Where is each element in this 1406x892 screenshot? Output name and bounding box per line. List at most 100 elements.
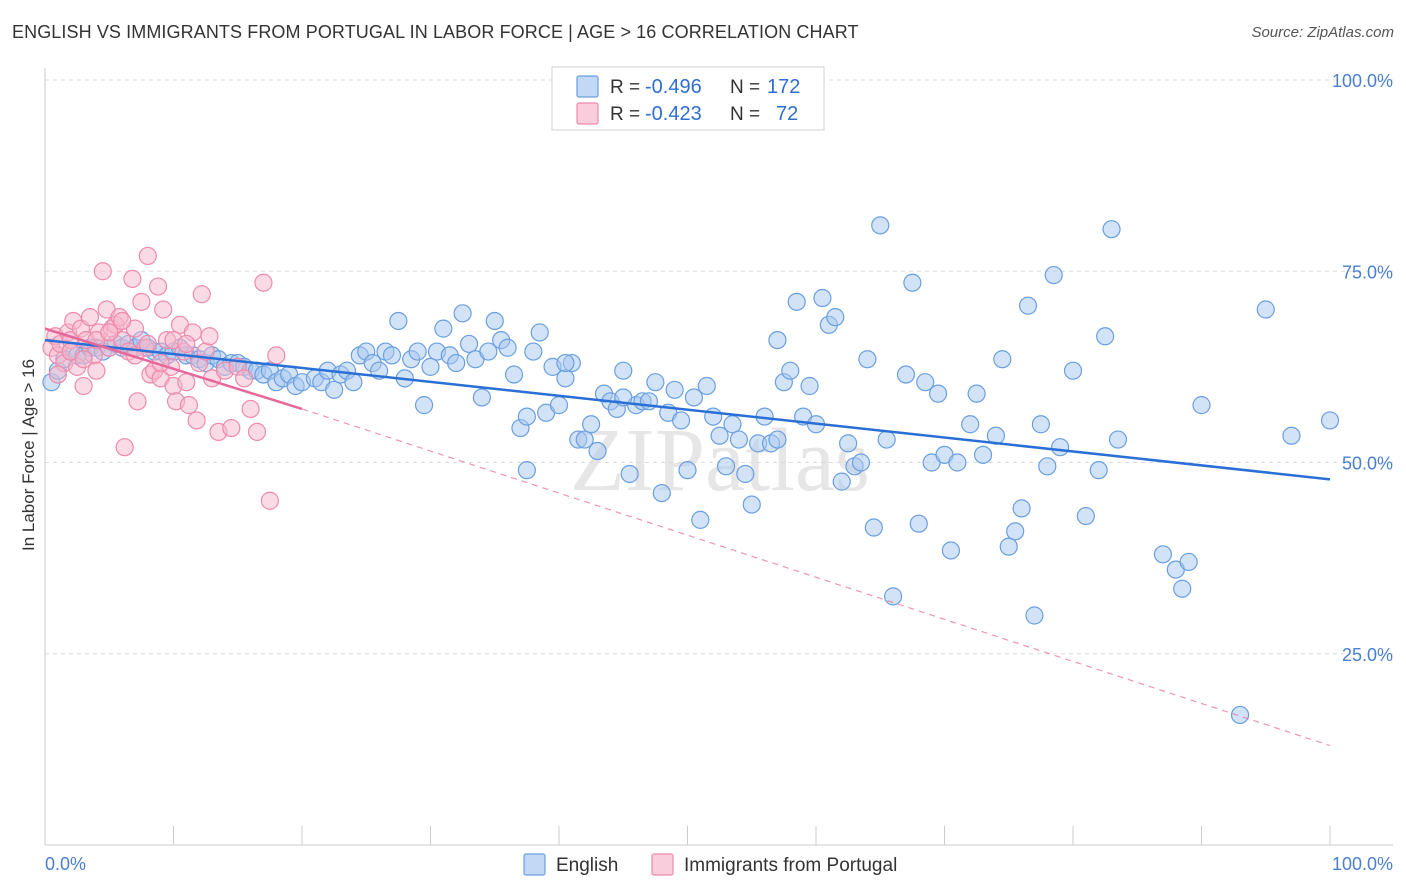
point-english-140: [961, 415, 980, 434]
trend-lines: [44, 327, 1331, 747]
point-portugal-27: [128, 392, 147, 411]
x-tick-label-0: 0.0%: [45, 854, 86, 874]
point-english-131: [896, 365, 916, 384]
point-portugal-63: [74, 350, 93, 369]
point-portugal-12: [80, 308, 100, 327]
point-portugal-60: [267, 346, 286, 365]
legend-box: R = -0.496 N = 172 R = -0.423 N = 72: [551, 66, 825, 131]
legend-r-label-portugal: R =: [610, 104, 640, 125]
point-english-114: [781, 361, 800, 380]
point-english-89: [620, 464, 639, 484]
point-english-167: [1282, 426, 1301, 445]
point-portugal-66: [112, 311, 132, 331]
point-english-93: [646, 373, 665, 392]
trend-line-portugal: [44, 327, 303, 411]
point-english-142: [973, 445, 993, 464]
point-english-64: [459, 334, 479, 354]
trend-line-portugal-extended: [301, 408, 1331, 747]
point-english-157: [1096, 327, 1115, 346]
point-english-148: [1018, 296, 1038, 315]
point-english-154: [1063, 361, 1083, 380]
point-english-125: [851, 453, 871, 472]
point-english-153: [1051, 438, 1070, 457]
point-english-73: [517, 461, 536, 480]
point-portugal-71: [177, 334, 196, 354]
point-english-169: [556, 353, 575, 373]
point-portugal-25: [123, 269, 142, 288]
point-english-83: [582, 415, 601, 434]
point-english-122: [832, 472, 851, 491]
point-english-164: [1192, 396, 1211, 415]
point-english-163: [1179, 552, 1198, 572]
point-english-126: [858, 350, 877, 369]
point-english-133: [909, 514, 928, 533]
point-english-123: [839, 434, 858, 453]
point-portugal-28: [132, 292, 151, 311]
point-portugal-35: [154, 300, 173, 319]
point-english-103: [710, 426, 729, 445]
point-portugal-57: [247, 422, 267, 441]
point-english-144: [993, 350, 1012, 369]
point-english-145: [999, 537, 1018, 556]
point-english-67: [479, 342, 498, 361]
legend-r-label-english: R =: [610, 77, 640, 98]
bottom-legend-portugal: Immigrants from Portugal: [684, 855, 897, 876]
point-english-166: [1256, 300, 1275, 319]
point-english-75: [530, 323, 549, 342]
point-english-108: [742, 495, 761, 514]
y-tick-label-3: 25.0%: [1342, 645, 1393, 665]
point-english-132: [903, 273, 922, 292]
x-tick-labels: 0.0% 100.0%: [45, 854, 1393, 874]
point-english-98: [678, 461, 697, 480]
point-portugal-47: [192, 285, 211, 304]
point-portugal-58: [254, 273, 273, 292]
point-english-57: [414, 396, 434, 415]
point-english-112: [768, 331, 787, 350]
point-portugal-49: [200, 327, 219, 346]
point-english-43: [325, 380, 344, 399]
point-english-52: [382, 346, 402, 365]
point-portugal-30: [138, 246, 157, 266]
point-english-165: [1230, 705, 1250, 725]
point-english-115: [787, 292, 806, 311]
point-portugal-55: [235, 369, 254, 388]
legend-r-value-english: -0.496: [645, 76, 702, 98]
point-english-117: [800, 376, 819, 396]
point-portugal-42: [177, 373, 196, 392]
point-portugal-23: [115, 438, 134, 457]
point-english-96: [665, 380, 684, 399]
point-portugal-65: [100, 323, 119, 342]
point-english-152: [1044, 265, 1063, 285]
point-portugal-43: [179, 396, 199, 415]
point-english-134: [916, 373, 935, 392]
point-english-58: [421, 357, 440, 376]
point-english-68: [485, 311, 504, 331]
point-english-136: [928, 384, 948, 403]
point-english-159: [1108, 430, 1128, 449]
point-english-63: [453, 304, 472, 323]
bottom-legend-english: English: [556, 855, 618, 876]
point-english-107: [736, 464, 755, 484]
point-english-149: [1025, 606, 1044, 625]
point-english-79: [556, 369, 575, 388]
y-tick-label-2: 50.0%: [1342, 454, 1393, 474]
point-english-129: [877, 430, 896, 449]
y-tick-label-1: 75.0%: [1342, 262, 1393, 282]
point-english-156: [1089, 461, 1108, 480]
point-english-158: [1102, 220, 1121, 239]
point-portugal-45: [187, 411, 206, 430]
point-english-46: [344, 373, 363, 392]
point-english-82: [575, 430, 594, 449]
point-english-160: [1153, 545, 1173, 564]
point-english-62: [447, 353, 466, 373]
legend-n-value-english: 172: [767, 76, 800, 98]
point-portugal-56: [241, 399, 260, 419]
point-english-100: [691, 510, 710, 529]
legend-n-value-portugal: 72: [776, 103, 798, 125]
point-english-155: [1076, 506, 1095, 526]
series-portugal: [42, 246, 286, 510]
legend-n-label-portugal: N =: [730, 104, 760, 125]
legend-r-value-portugal: -0.423: [645, 103, 702, 125]
point-english-147: [1012, 499, 1031, 518]
